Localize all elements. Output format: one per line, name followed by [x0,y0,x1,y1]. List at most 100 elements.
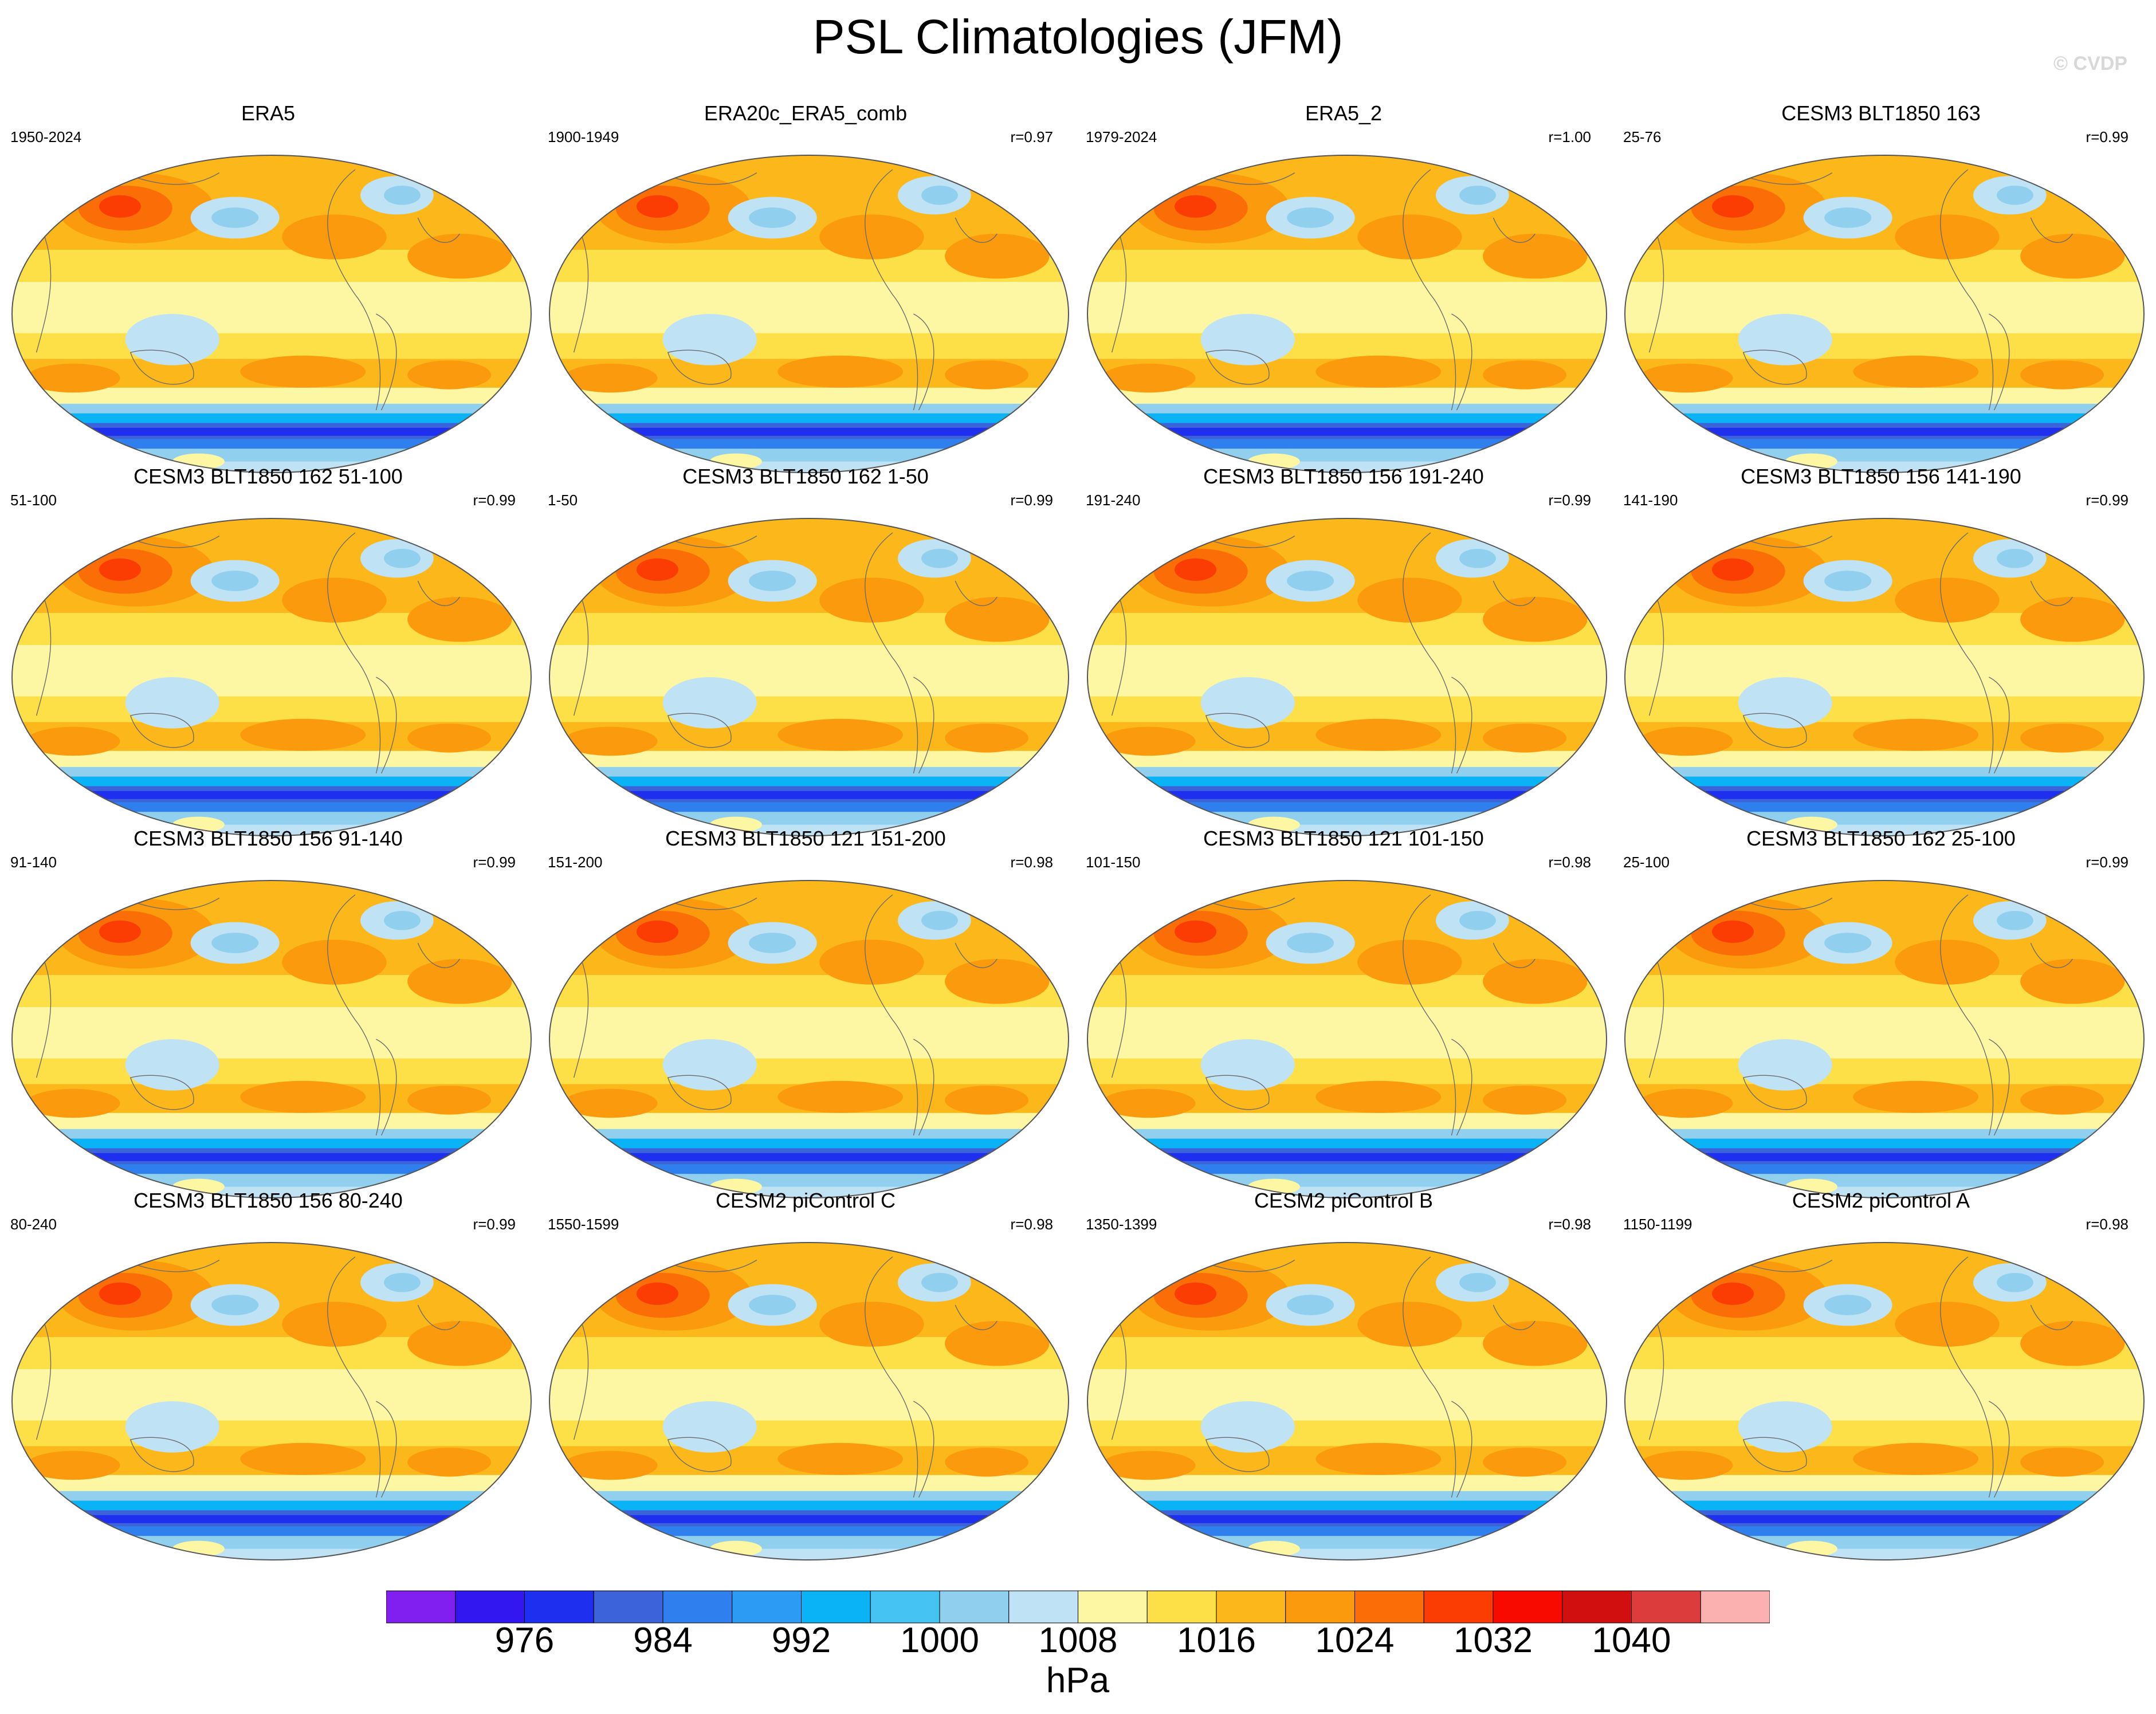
colorbar-tick-label: 1032 [1454,1621,1533,1660]
psl-map [11,155,532,473]
panel-correlation: r=0.98 [1548,854,1591,871]
panel-correlation: r=0.98 [2086,1216,2128,1233]
figure-title: PSL Climatologies (JFM) [812,10,1344,64]
colorbar-swatch [732,1590,802,1623]
panel-years: 1550-1599 [548,1216,619,1233]
map-panel: CESM3 BLT1850 121 101-150 101-150 r=0.98 [1075,826,1612,1198]
colorbar-swatch [524,1590,594,1623]
psl-map [1624,155,2145,473]
psl-map [549,1242,1069,1560]
panel-correlation: r=0.98 [1010,854,1053,871]
colorbar-swatch [1146,1590,1217,1623]
panel-years: 1950-2024 [10,128,82,146]
colorbar-tick-label: 1040 [1592,1621,1671,1660]
colorbar-units: hPa [1046,1661,1110,1700]
panel-years: 25-100 [1623,854,1670,871]
map-panel: CESM3 BLT1850 156 191-240 191-240 r=0.99 [1075,464,1612,836]
panel-years: 1350-1399 [1086,1216,1157,1233]
panel-title: CESM3 BLT1850 156 141-190 [1741,465,2021,488]
colorbar-swatch [1562,1590,1632,1623]
panel-years: 141-190 [1623,492,1678,509]
panel-title: ERA20c_ERA5_comb [704,101,908,125]
colorbar-tick-label: 1008 [1038,1621,1118,1660]
panel-title: CESM3 BLT1850 162 1-50 [682,465,929,488]
panel-correlation: r=0.99 [473,854,516,871]
psl-map [1624,518,2145,836]
colorbar-swatch [1216,1590,1286,1623]
colorbar-swatch [1423,1590,1494,1623]
panel-years: 1900-1949 [548,128,619,146]
panel-correlation: r=0.99 [473,1216,516,1233]
colorbar-swatch [1493,1590,1563,1623]
panel-years: 1-50 [548,492,578,509]
panel-years: 80-240 [10,1216,57,1233]
panel-correlation: r=0.99 [1548,492,1591,509]
panel-title: CESM3 BLT1850 162 51-100 [133,465,403,488]
map-panel: CESM3 BLT1850 162 51-100 51-100 r=0.99 [0,464,536,836]
colorbar-swatch [662,1590,733,1623]
panel-correlation: r=0.99 [2086,854,2128,871]
panel-years: 91-140 [10,854,57,871]
psl-map [11,518,532,836]
panel-correlation: r=0.99 [2086,492,2128,509]
colorbar [386,1590,1770,1623]
panel-title: ERA5 [241,101,296,125]
colorbar-tick-label: 1024 [1315,1621,1395,1660]
map-panel: CESM3 BLT1850 163 25-76 r=0.99 [1613,101,2149,473]
panel-title: CESM2 piControl A [1792,1189,1970,1212]
map-panel: ERA5 1950-2024 [0,101,536,473]
colorbar-swatch [455,1590,525,1623]
map-panel: CESM3 BLT1850 156 91-140 91-140 r=0.99 [0,826,536,1198]
colorbar-swatch [870,1590,940,1623]
psl-map [549,518,1069,836]
panel-correlation: r=1.00 [1548,128,1591,146]
psl-map [1087,1242,1607,1560]
map-panel: CESM3 BLT1850 162 1-50 1-50 r=0.99 [537,464,1074,836]
panel-correlation: r=0.98 [1010,1216,1053,1233]
map-panel: ERA20c_ERA5_comb 1900-1949 r=0.97 [537,101,1074,473]
psl-map [11,1242,532,1560]
panel-title: CESM2 piControl C [715,1189,896,1212]
panel-years: 101-150 [1086,854,1141,871]
psl-map [1087,518,1607,836]
colorbar-swatch [1354,1590,1424,1623]
map-panel: CESM2 piControl B 1350-1399 r=0.98 [1075,1188,1612,1560]
map-panel: CESM3 BLT1850 121 151-200 151-200 r=0.98 [537,826,1074,1198]
colorbar-swatch [1078,1590,1148,1623]
panel-years: 191-240 [1086,492,1141,509]
panel-correlation: r=0.99 [473,492,516,509]
panel-title: CESM3 BLT1850 156 80-240 [133,1189,403,1212]
colorbar-tick-label: 992 [771,1621,831,1660]
panel-correlation: r=0.98 [1548,1216,1591,1233]
cvdp-watermark: © CVDP [2053,53,2127,74]
panel-years: 51-100 [10,492,57,509]
map-panel: CESM3 BLT1850 162 25-100 25-100 r=0.99 [1613,826,2149,1198]
colorbar-swatch [593,1590,663,1623]
panel-title: CESM3 BLT1850 121 101-150 [1203,827,1484,850]
colorbar-swatch [1700,1590,1770,1623]
psl-map [1624,1242,2145,1560]
panel-correlation: r=0.99 [2086,128,2128,146]
colorbar-tick-label: 1016 [1177,1621,1256,1660]
panel-correlation: r=0.99 [1010,492,1053,509]
map-panel: CESM2 piControl C 1550-1599 r=0.98 [537,1188,1074,1560]
panel-years: 1150-1199 [1623,1216,1692,1233]
psl-map [549,155,1069,473]
colorbar-tick-label: 976 [494,1621,555,1660]
colorbar-swatch [1631,1590,1701,1623]
panel-title: CESM3 BLT1850 163 [1781,101,1981,125]
colorbar-swatch [801,1590,871,1623]
colorbar-tick-label: 1000 [900,1621,979,1660]
panel-title: CESM3 BLT1850 156 191-240 [1203,465,1484,488]
panel-title: CESM3 BLT1850 162 25-100 [1746,827,2016,850]
colorbar-swatch [1008,1590,1078,1623]
psl-map [549,880,1069,1198]
colorbar-swatch [1285,1590,1355,1623]
panel-title: ERA5_2 [1305,101,1383,125]
psl-map [1087,155,1607,473]
map-panel: CESM3 BLT1850 156 80-240 80-240 r=0.99 [0,1188,536,1560]
panel-title: CESM3 BLT1850 121 151-200 [665,827,946,850]
panel-title: CESM2 piControl B [1254,1189,1434,1212]
panel-years: 1979-2024 [1086,128,1157,146]
map-panel: CESM3 BLT1850 156 141-190 141-190 r=0.99 [1613,464,2149,836]
